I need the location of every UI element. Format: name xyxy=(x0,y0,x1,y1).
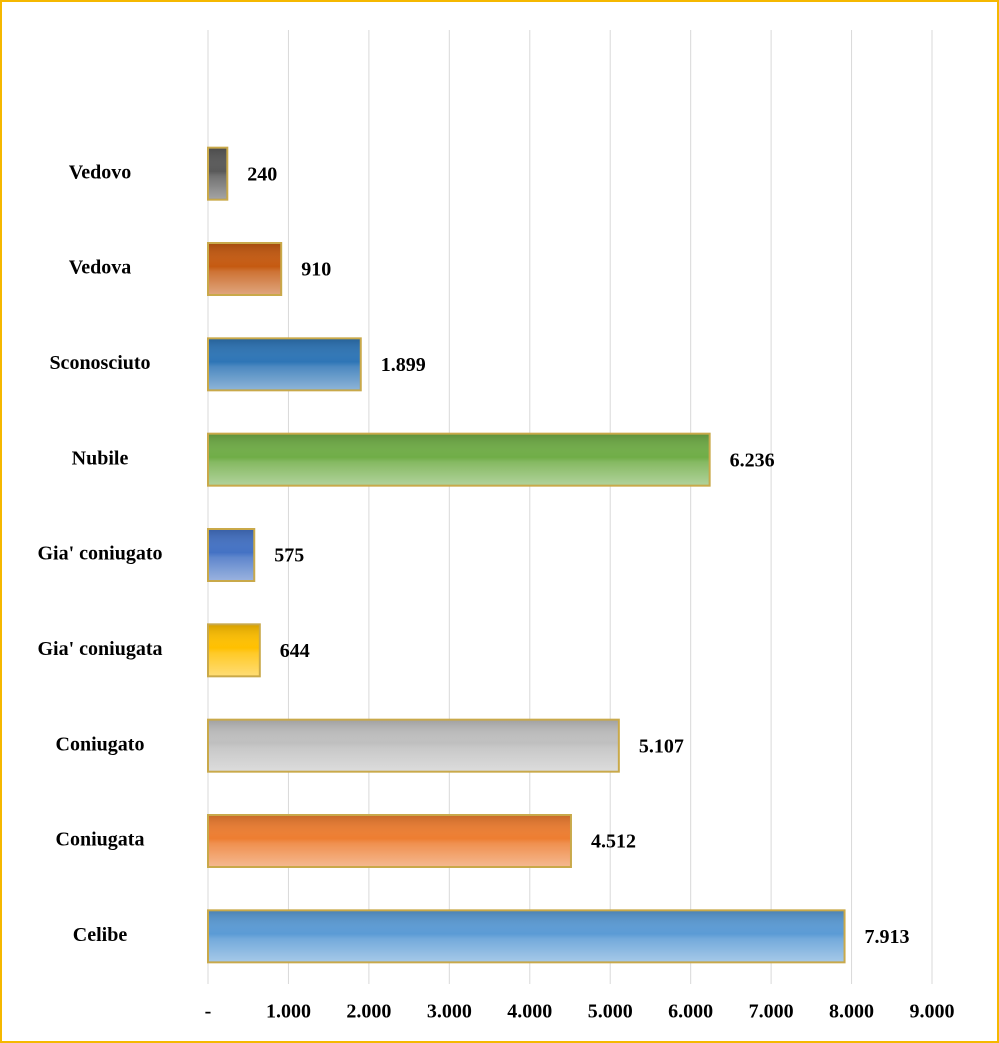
x-tick-label: 8.000 xyxy=(829,1001,874,1023)
x-tick-label: 4.000 xyxy=(507,1001,552,1023)
y-tick-label: Sconosciuto xyxy=(49,352,150,374)
bar-sheen xyxy=(209,148,227,199)
bar-sheen xyxy=(209,244,281,294)
value-label: 910 xyxy=(301,259,331,281)
y-tick-label: Gia' coniugato xyxy=(37,543,162,565)
y-tick-label: Vedovo xyxy=(69,161,132,183)
x-tick-label: 7.000 xyxy=(749,1001,794,1023)
y-tick-label: Coniugata xyxy=(56,829,145,851)
x-tick-label: 1.000 xyxy=(266,1001,311,1023)
bar-sheen xyxy=(209,625,259,676)
bar-sheen xyxy=(209,720,618,771)
bar-sheen xyxy=(209,339,360,390)
x-tick-label: 3.000 xyxy=(427,1001,472,1023)
bar-sheen xyxy=(209,816,570,866)
value-label: 240 xyxy=(247,163,277,185)
value-label: 4.512 xyxy=(591,831,636,853)
x-tick-label: 9.000 xyxy=(910,1001,955,1023)
value-label: 5.107 xyxy=(639,735,684,757)
value-label: 1.899 xyxy=(381,354,426,376)
y-tick-label: Celibe xyxy=(73,924,128,946)
y-tick-label: Coniugato xyxy=(56,733,145,755)
y-tick-label: Nubile xyxy=(72,447,129,469)
bar-sheen xyxy=(209,530,254,580)
y-tick-label: Vedova xyxy=(69,257,132,279)
bar-sheen xyxy=(209,434,709,485)
value-label: 575 xyxy=(274,545,304,567)
x-tick-label: - xyxy=(205,1001,212,1023)
x-tick-label: 2.000 xyxy=(346,1001,391,1023)
y-tick-label: Gia' coniugata xyxy=(37,638,162,660)
value-label: 7.913 xyxy=(865,926,910,948)
x-tick-label: 5.000 xyxy=(588,1001,633,1023)
bar-sheen xyxy=(209,911,844,962)
value-label: 644 xyxy=(280,640,310,662)
value-label: 6.236 xyxy=(730,449,775,471)
x-tick-label: 6.000 xyxy=(668,1001,713,1023)
